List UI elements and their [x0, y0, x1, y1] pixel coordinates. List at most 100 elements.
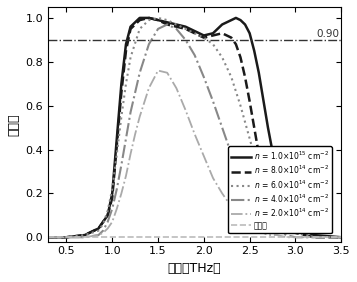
n = 4.0×10¹⁴ cm⁻²: [129, 111, 133, 114]
n = 8.0×10¹⁴ cm⁻²: [115, 144, 119, 147]
n = 1.0×10¹⁵ cm⁻²: [174, 23, 178, 26]
n = 1.0×10¹⁵ cm⁻²: [110, 192, 114, 195]
n = 1.0×10¹⁵ cm⁻²: [266, 126, 270, 129]
n = 2.0×10¹⁴ cm⁻²: [165, 71, 169, 74]
n = 6.0×10¹⁴ cm⁻²: [115, 152, 119, 156]
n = 4.0×10¹⁴ cm⁻²: [293, 235, 298, 239]
n = 8.0×10¹⁴ cm⁻²: [64, 235, 69, 239]
n = 6.0×10¹⁴ cm⁻²: [211, 43, 215, 46]
n = 6.0×10¹⁴ cm⁻²: [293, 231, 298, 235]
n = 2.0×10¹⁴ cm⁻²: [133, 133, 137, 136]
n = 1.0×10¹⁵ cm⁻²: [293, 224, 298, 228]
n = 4.0×10¹⁴ cm⁻²: [211, 100, 215, 103]
n = 6.0×10¹⁴ cm⁻²: [220, 56, 224, 59]
n = 6.0×10¹⁴ cm⁻²: [247, 137, 252, 140]
Line: n = 6.0×10¹⁴ cm⁻²: n = 6.0×10¹⁴ cm⁻²: [48, 18, 341, 237]
n = 4.0×10¹⁴ cm⁻²: [101, 229, 105, 232]
n = 2.0×10¹⁴ cm⁻²: [129, 152, 133, 156]
n = 2.0×10¹⁴ cm⁻²: [211, 176, 215, 180]
n = 4.0×10¹⁴ cm⁻²: [110, 207, 114, 210]
n = 2.0×10¹⁴ cm⁻²: [284, 235, 288, 239]
n = 4.0×10¹⁴ cm⁻²: [202, 76, 206, 79]
n = 8.0×10¹⁴ cm⁻²: [238, 56, 243, 59]
n = 6.0×10¹⁴ cm⁻²: [312, 235, 316, 239]
n = 1.0×10¹⁵ cm⁻²: [202, 34, 206, 37]
n = 8.0×10¹⁴ cm⁻²: [266, 187, 270, 191]
n = 1.0×10¹⁵ cm⁻²: [137, 16, 142, 20]
n = 2.0×10¹⁴ cm⁻²: [101, 231, 105, 235]
n = 8.0×10¹⁴ cm⁻²: [275, 212, 279, 215]
n = 8.0×10¹⁴ cm⁻²: [46, 235, 50, 239]
n = 1.0×10¹⁵ cm⁻²: [247, 32, 252, 35]
n = 8.0×10¹⁴ cm⁻²: [165, 23, 169, 26]
n = 1.0×10¹⁵ cm⁻²: [220, 23, 224, 26]
n = 6.0×10¹⁴ cm⁻²: [266, 196, 270, 199]
n = 2.0×10¹⁴ cm⁻²: [137, 115, 142, 118]
n = 8.0×10¹⁴ cm⁻²: [293, 231, 298, 235]
n = 1.0×10¹⁵ cm⁻²: [106, 214, 110, 217]
n = 6.0×10¹⁴ cm⁻²: [238, 104, 243, 107]
n = 1.0×10¹⁵ cm⁻²: [238, 18, 243, 22]
n = 8.0×10¹⁴ cm⁻²: [247, 100, 252, 103]
n = 4.0×10¹⁴ cm⁻²: [147, 43, 151, 46]
Y-axis label: 吸收率: 吸收率: [7, 113, 20, 136]
n = 4.0×10¹⁴ cm⁻²: [46, 235, 50, 239]
n = 2.0×10¹⁴ cm⁻²: [229, 205, 233, 208]
n = 4.0×10¹⁴ cm⁻²: [229, 152, 233, 156]
n = 4.0×10¹⁴ cm⁻²: [82, 235, 87, 239]
n = 6.0×10¹⁴ cm⁻²: [156, 16, 160, 20]
n = 6.0×10¹⁴ cm⁻²: [202, 36, 206, 39]
n = 8.0×10¹⁴ cm⁻²: [110, 196, 114, 199]
n = 6.0×10¹⁴ cm⁻²: [165, 18, 169, 22]
n = 8.0×10¹⁴ cm⁻²: [147, 16, 151, 20]
n = 1.0×10¹⁵ cm⁻²: [115, 137, 119, 140]
n = 1.0×10¹⁵ cm⁻²: [275, 174, 279, 178]
n = 8.0×10¹⁴ cm⁻²: [124, 49, 128, 52]
n = 8.0×10¹⁴ cm⁻²: [234, 43, 238, 46]
n = 8.0×10¹⁴ cm⁻²: [220, 32, 224, 35]
n = 2.0×10¹⁴ cm⁻²: [174, 86, 178, 90]
n = 6.0×10¹⁴ cm⁻²: [124, 82, 128, 85]
n = 1.0×10¹⁵ cm⁻²: [147, 16, 151, 20]
n = 4.0×10¹⁴ cm⁻²: [165, 23, 169, 26]
n = 2.0×10¹⁴ cm⁻²: [106, 227, 110, 230]
n = 6.0×10¹⁴ cm⁻²: [119, 115, 124, 118]
n = 2.0×10¹⁴ cm⁻²: [156, 69, 160, 72]
n = 2.0×10¹⁴ cm⁻²: [110, 220, 114, 224]
n = 6.0×10¹⁴ cm⁻²: [183, 27, 188, 30]
n = 6.0×10¹⁴ cm⁻²: [129, 56, 133, 59]
n = 2.0×10¹⁴ cm⁻²: [293, 235, 298, 239]
n = 6.0×10¹⁴ cm⁻²: [174, 23, 178, 26]
Line: n = 8.0×10¹⁴ cm⁻²: n = 8.0×10¹⁴ cm⁻²: [48, 18, 341, 237]
n = 2.0×10¹⁴ cm⁻²: [82, 235, 87, 239]
n = 2.0×10¹⁴ cm⁻²: [266, 233, 270, 237]
n = 6.0×10¹⁴ cm⁻²: [229, 76, 233, 79]
n = 6.0×10¹⁴ cm⁻²: [339, 235, 343, 239]
n = 8.0×10¹⁴ cm⁻²: [284, 224, 288, 228]
n = 8.0×10¹⁴ cm⁻²: [257, 152, 261, 156]
n = 2.0×10¹⁴ cm⁻²: [64, 235, 69, 239]
n = 1.0×10¹⁵ cm⁻²: [339, 235, 343, 239]
n = 2.0×10¹⁴ cm⁻²: [119, 192, 124, 195]
n = 1.0×10¹⁵ cm⁻²: [156, 18, 160, 22]
n = 4.0×10¹⁴ cm⁻²: [339, 235, 343, 239]
n = 2.0×10¹⁴ cm⁻²: [115, 207, 119, 210]
X-axis label: 频率（THz）: 频率（THz）: [168, 262, 221, 275]
n = 1.0×10¹⁵ cm⁻²: [252, 49, 256, 52]
n = 1.0×10¹⁵ cm⁻²: [96, 227, 101, 230]
n = 1.0×10¹⁵ cm⁻²: [229, 18, 233, 22]
n = 1.0×10¹⁵ cm⁻²: [165, 21, 169, 24]
n = 1.0×10¹⁵ cm⁻²: [129, 25, 133, 28]
n = 8.0×10¹⁴ cm⁻²: [312, 235, 316, 239]
n = 2.0×10¹⁴ cm⁻²: [247, 224, 252, 228]
n = 2.0×10¹⁴ cm⁻²: [339, 235, 343, 239]
n = 6.0×10¹⁴ cm⁻²: [284, 227, 288, 230]
n = 4.0×10¹⁴ cm⁻²: [106, 220, 110, 224]
n = 1.0×10¹⁵ cm⁻²: [225, 21, 229, 24]
n = 4.0×10¹⁴ cm⁻²: [124, 137, 128, 140]
n = 8.0×10¹⁴ cm⁻²: [96, 227, 101, 230]
n = 8.0×10¹⁴ cm⁻²: [211, 34, 215, 37]
n = 8.0×10¹⁴ cm⁻²: [339, 235, 343, 239]
n = 1.0×10¹⁵ cm⁻²: [124, 43, 128, 46]
n = 8.0×10¹⁴ cm⁻²: [174, 25, 178, 28]
